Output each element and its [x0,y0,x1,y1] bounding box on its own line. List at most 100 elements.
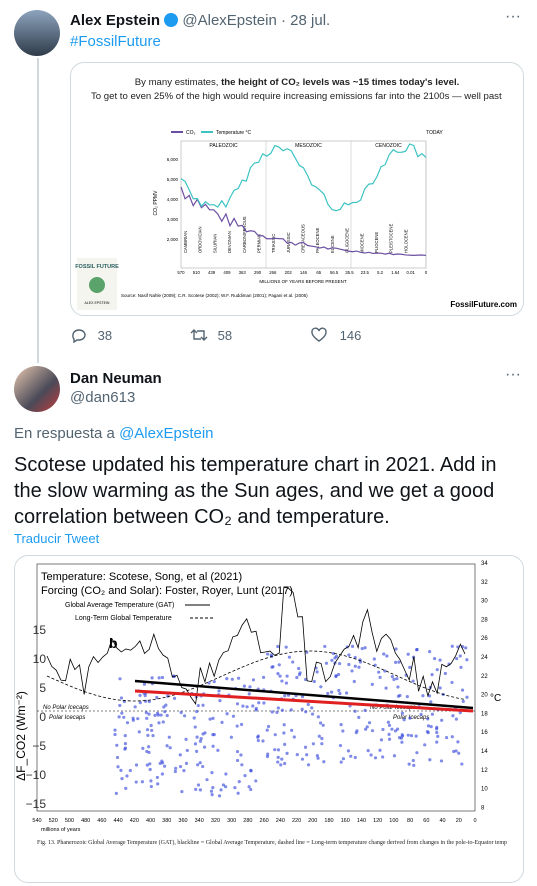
y-tick-label: 5 [39,681,46,695]
scatter-dot [370,682,374,686]
x-tick-label: 280 [243,818,252,824]
scatter-dot [426,724,431,728]
scatter-dot [210,771,214,775]
period-label: PALEOCENE [315,228,320,253]
scatter-dot [123,742,128,746]
x-tick-label: 440 [114,818,123,824]
translate-link[interactable]: Traducir Tweet [14,531,100,546]
like-button[interactable]: 146 [310,327,361,343]
scatter-dot [229,735,233,739]
avatar[interactable] [14,366,60,412]
scatter-dot [399,736,403,740]
x-tick-label: 460 [97,818,106,824]
scatter-dot [339,760,343,764]
scatter-dot [373,756,378,760]
scatter-dot [235,758,240,763]
scatter-dot [184,737,188,741]
x-tick-label: 5.2 [377,270,384,275]
handle[interactable]: @AlexEpstein [182,12,277,29]
scatter-dot [430,673,434,677]
y2-tick-label: 22 [481,674,488,680]
scatter-dot [199,737,203,741]
scatter-dot [249,768,253,772]
scatter-dot [450,735,454,739]
retweet-button[interactable]: 58 [190,327,232,343]
date[interactable]: · 28 jul. [281,12,331,29]
scatter-dot [196,703,200,708]
x-tick-label: 100 [389,818,398,824]
more-menu[interactable]: ··· [505,366,521,383]
scatter-dot [261,675,266,679]
reply-mention[interactable]: @AlexEpstein [119,425,214,442]
scatter-dot [465,695,469,699]
scatter-dot [254,706,258,711]
x-tick-label: 266 [269,270,277,275]
author-name[interactable]: Alex Epstein [70,12,161,29]
scatter-dot [300,694,305,699]
scatter-dot [423,743,427,747]
tweet-image[interactable]: By many estimates, the height of CO₂ lev… [70,62,524,316]
y2-tick-label: 28 [481,617,488,623]
scatter-dot [165,713,169,718]
handle[interactable]: @dan613 [70,389,136,406]
scatter-dot [147,745,151,749]
avatar[interactable] [14,10,60,56]
x-tick-label: 0 [425,270,428,275]
scatter-dot [392,677,396,682]
y-tick-label: −10 [26,768,47,782]
tweet-image[interactable]: Temperature: Scotese, Song, et al (2021)… [14,555,524,883]
scatter-dot [439,759,444,763]
scatter-dot [261,739,265,743]
scatter-dot [347,662,351,667]
scatter-dot [201,764,205,769]
scatter-dot [390,727,394,731]
scatter-dot [113,728,117,732]
author-name[interactable]: Dan Neuman [70,370,162,387]
reply-button[interactable]: 38 [70,327,112,344]
y2-tick-label: 24 [481,655,488,661]
scatter-dot [300,707,304,711]
scatter-dot [158,761,162,766]
x-tick-label: 40 [439,818,445,824]
scatter-dot [318,721,323,725]
y2-tick-label: 34 [481,561,488,567]
more-menu[interactable]: ··· [505,8,521,25]
co2-curve [180,186,427,257]
caption-box: Fig. 13. Phanerozoic Global Average Temp… [37,840,507,846]
scatter-dot [150,676,154,680]
scatter-dot [400,740,404,744]
scatter-dot [237,780,241,784]
annotation: No Polar Icecaps [43,705,89,711]
hashtag[interactable]: #FossilFuture [70,33,161,50]
scatter-dot [155,711,160,715]
scatter-dot [137,730,141,734]
y2-tick-label: 20 [481,693,488,699]
gat-line [46,586,466,705]
scatter-dot [119,696,124,700]
source-note: Source: Nasif Nahle (2009); C.R. Scotese… [121,293,308,298]
scatter-dot [295,752,299,757]
scatter-dot [196,783,201,787]
scatter-dot [235,750,240,754]
scatter-dot [450,644,454,648]
period-label: PLIOCENE [374,232,379,253]
scatter-dot [184,761,189,765]
y-tick-label: 15 [33,623,47,637]
x-tick-label: 60 [423,818,429,824]
scatter-dot [211,744,215,748]
scatter-dot [125,721,130,725]
scatter-dot [430,712,435,716]
scatter-dot [142,682,147,686]
scatter-dot [270,665,274,669]
scatter-dot [120,711,124,715]
scatter-dot [219,788,223,792]
scatter-dot [265,728,269,732]
axis-label: millions of years [41,827,81,833]
scatter-dot [151,733,155,738]
scatter-dot [276,671,280,676]
scatter-dot [350,644,355,648]
scatter-dot [330,658,334,662]
scatter-dot [245,705,249,709]
scatter-dot [315,670,319,674]
scatter-dot [395,727,400,731]
